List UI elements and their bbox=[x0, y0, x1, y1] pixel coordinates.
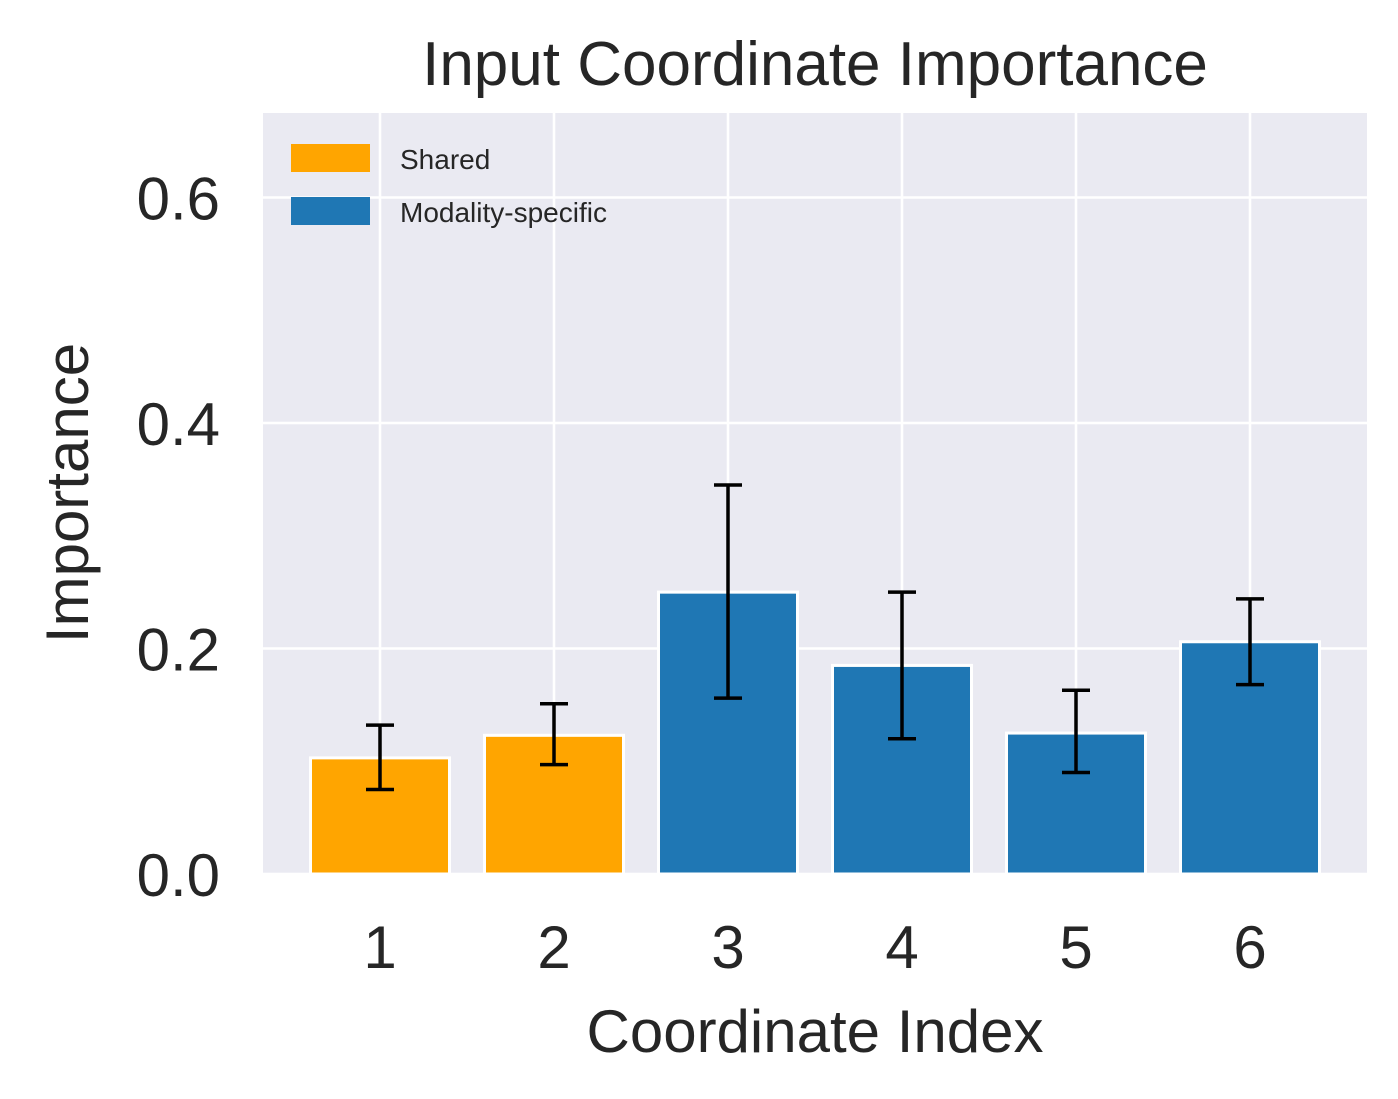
x-axis-label: Coordinate Index bbox=[587, 998, 1044, 1065]
y-axis-label: Importance bbox=[34, 343, 101, 643]
y-tick-label: 0.6 bbox=[137, 166, 220, 233]
error-bar-4 bbox=[888, 590, 916, 741]
error-bars bbox=[366, 483, 1264, 792]
error-bar-1 bbox=[366, 723, 394, 792]
legend-swatch-shared bbox=[291, 144, 370, 172]
y-tick-label: 0.2 bbox=[137, 617, 220, 684]
x-axis-ticks: 1 2 3 4 5 6 bbox=[363, 914, 1266, 981]
x-tick-label: 5 bbox=[1059, 914, 1092, 981]
x-tick-label: 2 bbox=[537, 914, 570, 981]
legend-swatch-modality-specific bbox=[291, 197, 370, 225]
x-tick-label: 1 bbox=[363, 914, 396, 981]
error-bar-2 bbox=[540, 702, 568, 767]
bar-1 bbox=[309, 756, 451, 876]
chart-title: Input Coordinate Importance bbox=[422, 30, 1208, 99]
y-axis-ticks: 0.0 0.2 0.4 0.6 bbox=[137, 166, 220, 909]
legend-label-shared: Shared bbox=[400, 144, 490, 175]
error-bar-3 bbox=[714, 483, 742, 700]
legend: Shared Modality-specific bbox=[291, 144, 607, 228]
bar-6 bbox=[1179, 640, 1321, 876]
x-tick-label: 4 bbox=[885, 914, 918, 981]
y-tick-label: 0.0 bbox=[137, 842, 220, 909]
error-bar-6 bbox=[1236, 597, 1264, 687]
legend-label-modality-specific: Modality-specific bbox=[400, 197, 607, 228]
x-tick-label: 6 bbox=[1233, 914, 1266, 981]
y-tick-label: 0.4 bbox=[137, 391, 220, 458]
bar-2 bbox=[483, 733, 625, 876]
error-bar-5 bbox=[1062, 688, 1090, 775]
x-tick-label: 3 bbox=[711, 914, 744, 981]
